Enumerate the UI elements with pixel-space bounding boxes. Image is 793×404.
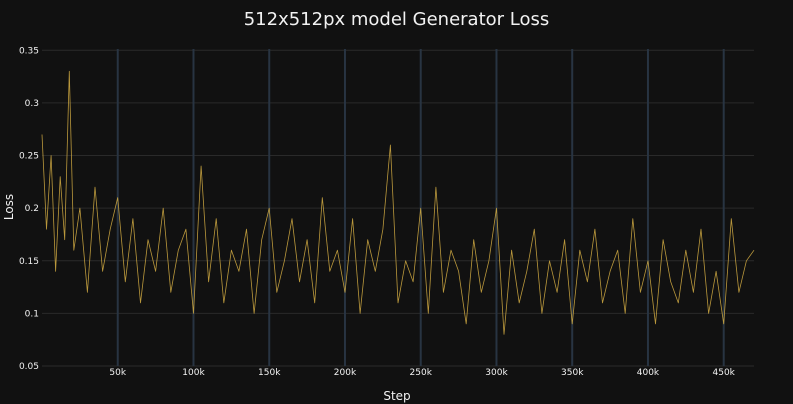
y-tick-label: 0.05 [19,362,39,372]
x-axis-title: Step [383,389,410,403]
series-line [41,70,755,335]
grid-layer [42,49,754,367]
x-tick-label: 400k [637,368,660,378]
chart-title: 512x512px model Generator Loss [244,9,550,30]
y-axis-title: Loss [2,194,16,220]
x-tick-label: 300k [485,368,508,378]
y-tick-label: 0.3 [25,99,39,109]
tick-layer: 0.05 0.1 0.15 0.2 0.25 0.3 0.35 50k 100k 150k 200k… [19,46,736,378]
x-tick-label: 50k [109,368,126,378]
x-tick-label: 100k [182,368,205,378]
y-tick-label: 0.1 [25,309,39,319]
y-tick-label: 0.25 [19,152,39,162]
y-tick-label: 0.2 [25,204,39,214]
x-tick-label: 200k [334,368,357,378]
y-tick-label: 0.35 [19,46,39,56]
y-tick-label: 0.15 [19,257,39,267]
x-tick-label: 150k [258,368,281,378]
series-layer [41,70,755,335]
x-tick-label: 350k [561,368,584,378]
x-tick-label: 450k [713,368,736,378]
x-tick-label: 250k [410,368,433,378]
